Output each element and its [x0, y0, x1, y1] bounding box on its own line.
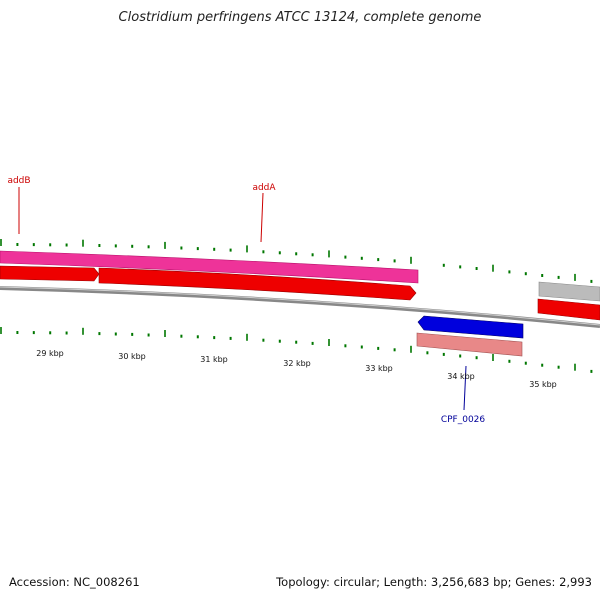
- CPF_0026-leader-line: [463, 365, 467, 411]
- tick-label-35kbp: 35 kbp: [529, 380, 557, 389]
- genome-backbone: [0, 286, 600, 328]
- cds-CPF_0026[interactable]: [417, 315, 524, 339]
- outer-tick-ring: [0, 239, 593, 283]
- gene-label-CPF_0026[interactable]: CPF_0026: [441, 415, 486, 425]
- cds-right[interactable]: [537, 298, 600, 321]
- gene-addB-addA-magenta[interactable]: [0, 250, 419, 284]
- cds-addA[interactable]: [98, 267, 417, 301]
- inner-tick-ring: [0, 327, 593, 373]
- gene-label-addA[interactable]: addA: [252, 183, 276, 193]
- tick-label-34kbp: 34 kbp: [447, 372, 475, 381]
- genome-summary: Topology: circular; Length: 3,256,683 bp…: [276, 575, 592, 589]
- gene-gray-right[interactable]: [538, 281, 600, 302]
- gene-label-addB[interactable]: addB: [7, 176, 30, 186]
- tick-label-31kbp: 31 kbp: [200, 355, 228, 364]
- accession-label: Accession: NC_008261: [9, 575, 140, 589]
- genome-backbone-highlight: [0, 286, 600, 326]
- tick-label-32kbp: 32 kbp: [283, 359, 311, 368]
- tick-label-30kbp: 30 kbp: [118, 352, 146, 361]
- addA-leader-line: [260, 192, 264, 243]
- cds-addB[interactable]: [0, 265, 100, 282]
- tick-label-33kbp: 33 kbp: [365, 364, 393, 373]
- map-title: Clostridium perfringens ATCC 13124, comp…: [118, 10, 482, 25]
- gene-CPF_0026-pink[interactable]: [416, 332, 523, 357]
- tick-label-29kbp: 29 kbp: [36, 349, 64, 358]
